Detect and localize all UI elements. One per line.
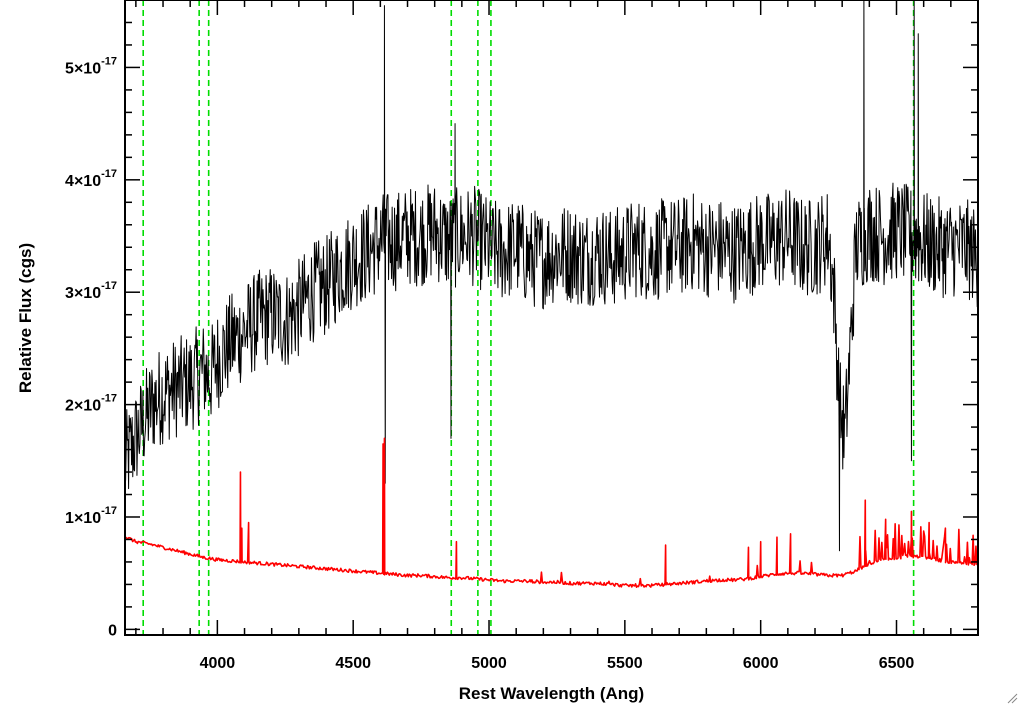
x-tick-label: 5500 — [607, 655, 643, 672]
y-tick-label: 4×10-17 — [65, 168, 117, 190]
y-tick-labels: 0 1×10-17 2×10-17 3×10-17 4×10-17 5×10-17 — [65, 55, 117, 639]
y-tick-label: 0 — [108, 622, 117, 639]
y-tick-label: 1×10-17 — [65, 505, 117, 527]
tick-marks — [125, 0, 979, 635]
observed-spectrum-line — [124, 0, 979, 552]
y-axis-label: Relative Flux (cgs) — [16, 243, 35, 393]
resize-grip-icon[interactable] — [1006, 692, 1018, 704]
series-layer — [124, 0, 979, 588]
plot-frame — [124, 0, 979, 636]
x-tick-label: 6000 — [743, 655, 779, 672]
x-tick-labels: 4000 4500 5000 5500 6000 6500 — [200, 655, 915, 672]
emission-line-markers — [142, 0, 915, 635]
y-tick-label: 3×10-17 — [65, 280, 117, 302]
x-axis-label: Rest Wavelength (Ang) — [459, 684, 644, 703]
x-tick-label: 6500 — [879, 655, 915, 672]
y-tick-label: 5×10-17 — [65, 55, 117, 77]
y-tick-label: 2×10-17 — [65, 393, 117, 415]
x-tick-label: 5000 — [471, 655, 507, 672]
x-tick-label: 4500 — [335, 655, 371, 672]
x-tick-label: 4000 — [200, 655, 236, 672]
model-spectrum-line — [124, 437, 978, 588]
